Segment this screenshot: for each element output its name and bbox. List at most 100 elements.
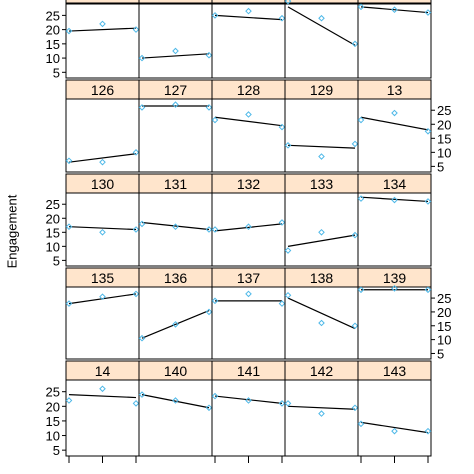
y-tick-label-row2-5: 5 (437, 159, 444, 174)
panel-frame-13 (357, 98, 432, 173)
y-tick-label-row1-20: 20 (46, 23, 60, 38)
panel-label-136: 136 (164, 270, 188, 286)
fit-line-128 (214, 116, 283, 127)
data-point-124-2 (318, 14, 325, 22)
data-point-142-3 (351, 404, 359, 412)
panel-label-132: 132 (237, 176, 261, 192)
data-point-134-1 (357, 195, 365, 202)
data-point-140-3 (205, 404, 213, 412)
y-tick-label-row5-10: 10 (46, 429, 60, 444)
panel-strip-123 (211, 0, 286, 4)
data-point-143-2 (391, 427, 398, 435)
data-point-132-2 (245, 223, 252, 230)
data-point-126-1 (65, 157, 73, 165)
panel-frame-127 (138, 98, 213, 173)
panel-label-140: 140 (164, 363, 188, 379)
y-tick-label-row1-25: 25 (46, 8, 60, 23)
panel-frame-128 (211, 98, 286, 173)
y-tick-label-row4-15: 15 (437, 319, 451, 334)
panel-label-130: 130 (91, 176, 115, 192)
data-point-121-1 (65, 27, 73, 35)
data-point-127-1 (138, 104, 146, 111)
panel-strip-122 (138, 0, 213, 4)
data-point-124-1 (284, 0, 292, 5)
data-point-143-1 (357, 420, 365, 428)
y-tick-label-row3-25: 25 (46, 197, 60, 212)
panel-label-139: 139 (383, 270, 407, 286)
y-tick-label-row3-15: 15 (46, 225, 60, 240)
panel-label-133: 133 (310, 176, 334, 192)
panel-label-126: 126 (91, 82, 115, 98)
panel-frame-139 (357, 286, 432, 360)
panel-label-134: 134 (383, 176, 407, 192)
data-point-130-3 (132, 226, 140, 233)
panel-label-14: 14 (95, 363, 111, 379)
panel-label-131: 131 (164, 176, 188, 192)
data-point-13-3 (424, 127, 432, 135)
fit-line-132 (214, 223, 283, 232)
data-point-132-1 (211, 226, 219, 233)
panel-strip-125 (357, 0, 432, 4)
panel-frame-143 (357, 379, 432, 457)
data-point-126-2 (99, 158, 106, 166)
fit-line-140 (141, 394, 210, 409)
fit-line-121 (68, 27, 137, 32)
y-tick-label-row4-10: 10 (437, 333, 451, 348)
fit-line-134 (360, 196, 429, 203)
y-tick-label-row1-10: 10 (46, 51, 60, 66)
data-point-123-1 (211, 12, 219, 19)
panel-frame-123 (211, 3, 286, 79)
panel-frame-134 (357, 192, 432, 267)
y-tick-label-row2-10: 10 (437, 145, 451, 160)
data-point-121-3 (132, 26, 140, 33)
data-point-133-3 (351, 231, 359, 239)
data-point-138-3 (351, 322, 359, 330)
y-tick-label-row5-20: 20 (46, 399, 60, 414)
data-point-124-3 (351, 40, 359, 48)
data-point-135-2 (99, 293, 106, 300)
fit-line-141 (214, 395, 283, 404)
y-tick-label-row5-15: 15 (46, 414, 60, 429)
fit-line-133 (287, 234, 356, 247)
data-point-139-1 (357, 286, 365, 294)
data-point-132-3 (278, 219, 286, 226)
data-point-129-3 (351, 140, 359, 148)
data-point-13-1 (357, 116, 365, 124)
panel-label-123: 123 (237, 0, 261, 2)
panel-frame-138 (284, 286, 359, 360)
panel-strip-124 (284, 0, 359, 4)
data-point-135-3 (132, 290, 140, 298)
panel-label-13: 13 (387, 82, 403, 98)
fit-line-125 (360, 6, 429, 14)
panel-label-143: 143 (383, 363, 407, 379)
data-point-134-2 (391, 196, 398, 204)
data-point-121-2 (99, 20, 106, 28)
panel-frame-135 (65, 286, 140, 360)
data-point-140-1 (138, 391, 146, 398)
data-point-128-2 (245, 111, 252, 118)
panel-frame-140 (138, 379, 213, 457)
panel-frame-142 (284, 379, 359, 457)
panel-frame-122 (138, 3, 213, 79)
panel-label-138: 138 (310, 270, 334, 286)
y-tick-label-row1-15: 15 (46, 37, 60, 52)
data-point-138-1 (284, 292, 292, 299)
data-point-127-3 (205, 104, 213, 111)
data-point-139-2 (391, 285, 398, 292)
panel-frame-129 (284, 98, 359, 173)
fit-line-138 (287, 297, 356, 330)
fit-line-136 (141, 309, 210, 339)
data-point-137-3 (278, 300, 286, 307)
data-point-133-2 (318, 229, 325, 236)
data-point-129-2 (318, 153, 325, 160)
y-tick-label-row4-5: 5 (437, 346, 444, 361)
data-point-141-2 (245, 397, 252, 404)
panel-strip-121 (65, 0, 140, 4)
data-point-122-2 (172, 47, 179, 55)
y-tick-label-row3-5: 5 (53, 253, 60, 268)
data-point-131-2 (172, 223, 179, 230)
data-point-140-2 (172, 397, 179, 404)
data-point-125-2 (391, 6, 398, 13)
panel-frame-137 (211, 286, 286, 360)
